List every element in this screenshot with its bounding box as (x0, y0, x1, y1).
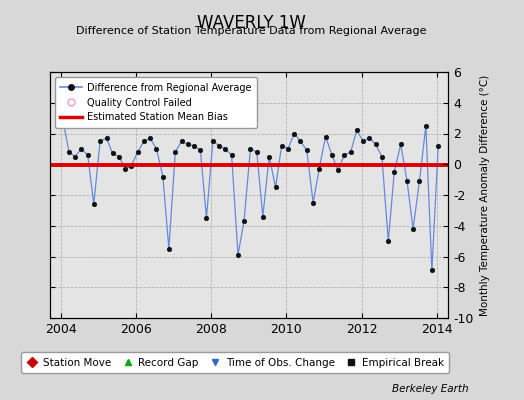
Text: Berkeley Earth: Berkeley Earth (392, 384, 469, 394)
Legend: Difference from Regional Average, Quality Control Failed, Estimated Station Mean: Difference from Regional Average, Qualit… (54, 77, 257, 128)
Text: WAVERLY 1W: WAVERLY 1W (197, 14, 306, 32)
Y-axis label: Monthly Temperature Anomaly Difference (°C): Monthly Temperature Anomaly Difference (… (480, 74, 490, 316)
Text: Difference of Station Temperature Data from Regional Average: Difference of Station Temperature Data f… (77, 26, 427, 36)
Legend: Station Move, Record Gap, Time of Obs. Change, Empirical Break: Station Move, Record Gap, Time of Obs. C… (21, 352, 449, 373)
